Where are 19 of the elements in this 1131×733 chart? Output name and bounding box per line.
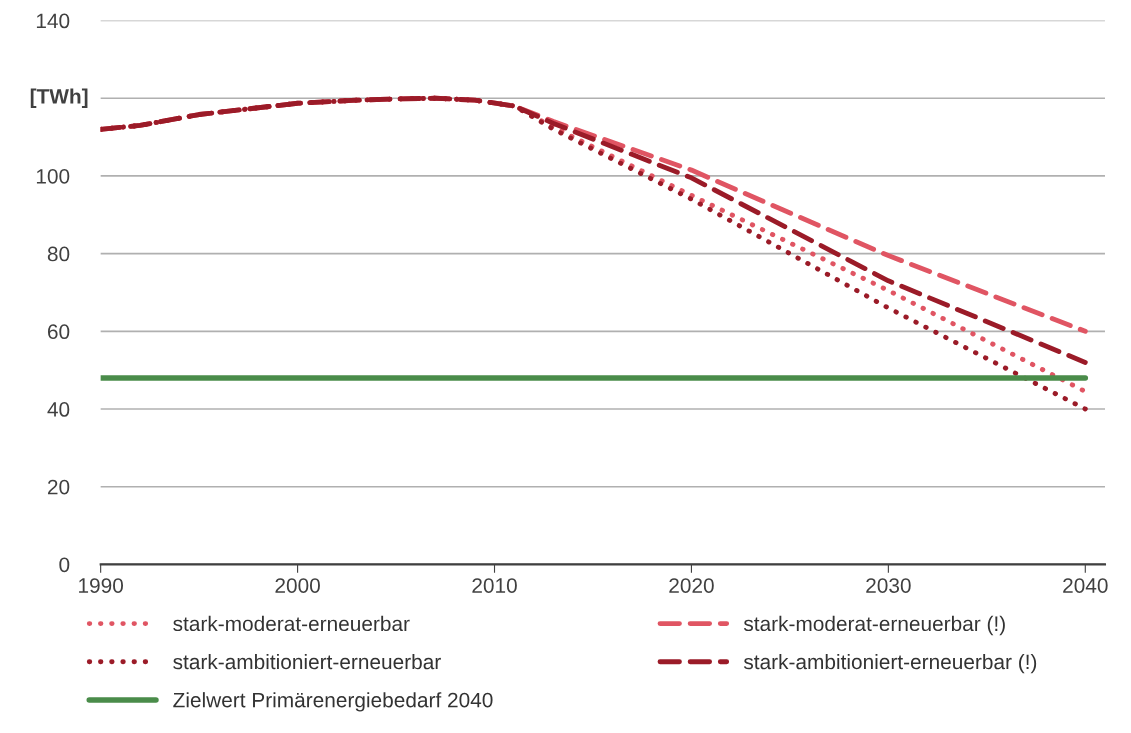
legend-label: Zielwert Primärenergiebedarf 2040 [173,692,493,712]
y-tick-label: 20 [47,479,70,495]
y-tick-label: 140 [36,13,70,29]
y-tick-label: 60 [47,324,70,340]
y-axis-title: [TWh] [30,88,88,108]
x-tick-label: 2040 [1063,578,1108,593]
x-tick-label: 2030 [866,578,911,593]
legend-label: stark-moderat-erneuerbar (!) [743,615,1005,636]
y-tick-label: 80 [47,246,70,262]
legend-label: stark-moderat-erneuerbar [173,615,410,632]
x-tick-label: 2010 [472,578,517,593]
y-tick-label: 40 [47,402,70,417]
legend-label: stark-ambitioniert-erneuerbar [173,653,441,670]
x-tick-label: 2000 [275,578,320,593]
legend-label: stark-ambitioniert-erneuerbar (!) [743,653,1037,674]
x-tick-label: 1990 [79,578,124,593]
x-tick-label: 2020 [669,578,714,593]
y-tick-label: 0 [59,557,70,573]
y-tick-label: 100 [36,168,70,184]
